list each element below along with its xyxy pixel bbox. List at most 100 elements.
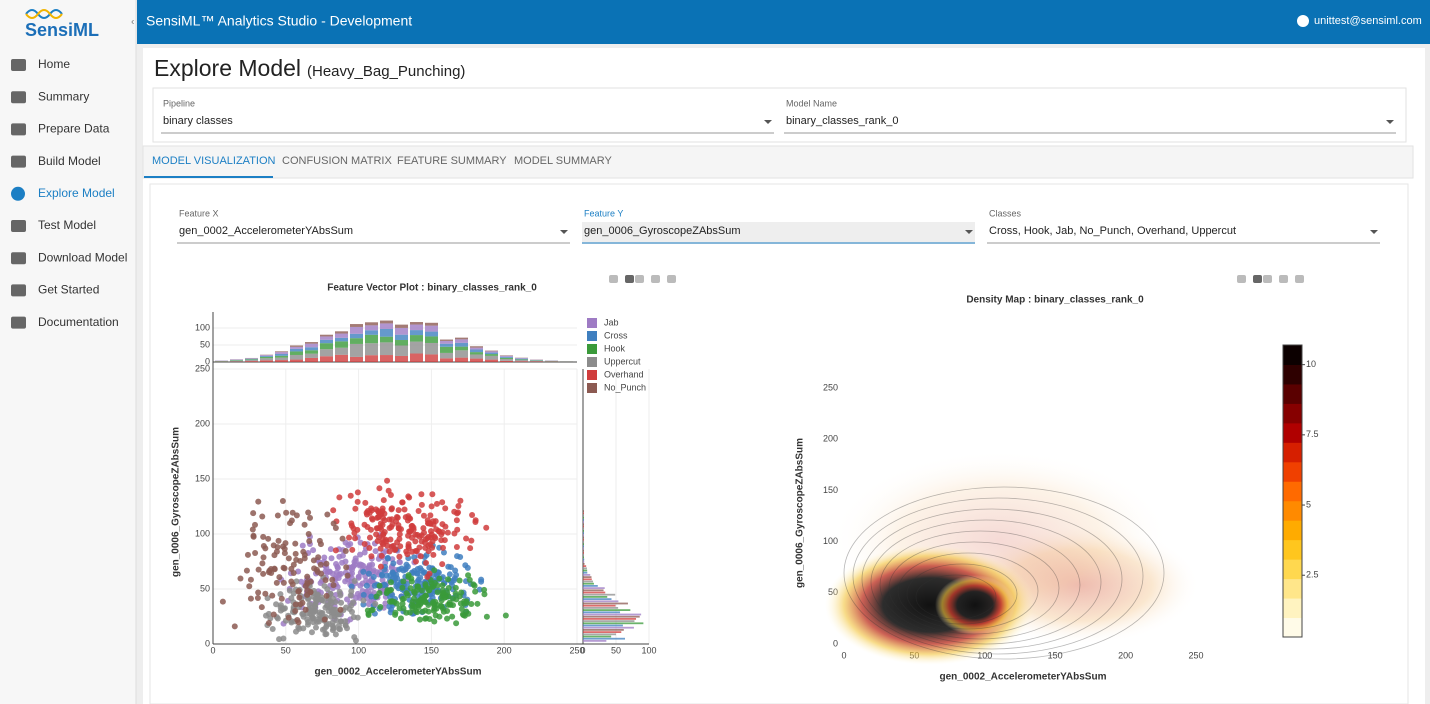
nav-item[interactable]: Documentation bbox=[38, 315, 119, 329]
scatter-point bbox=[502, 612, 509, 619]
plot-tool[interactable] bbox=[1253, 275, 1262, 283]
hist-bar bbox=[485, 355, 498, 360]
scatter-point bbox=[310, 609, 317, 616]
user-icon[interactable] bbox=[1297, 15, 1309, 27]
scatter-point bbox=[324, 511, 331, 518]
nav-item[interactable]: Summary bbox=[38, 89, 89, 103]
contour-line bbox=[906, 563, 1018, 625]
legend-swatch[interactable] bbox=[587, 318, 597, 328]
hist-bar bbox=[350, 324, 363, 327]
nav-item[interactable]: Build Model bbox=[38, 154, 101, 168]
scatter-point bbox=[470, 581, 477, 588]
legend-swatch[interactable] bbox=[587, 344, 597, 354]
legend-label[interactable]: No_Punch bbox=[604, 382, 646, 392]
hist-bar bbox=[410, 335, 423, 342]
side-hist-bar bbox=[583, 626, 634, 629]
hist-bar bbox=[290, 359, 303, 362]
scatter-point bbox=[399, 584, 406, 591]
scatter-point bbox=[414, 578, 421, 585]
scatter-point bbox=[481, 591, 488, 598]
plot-tool[interactable] bbox=[1237, 275, 1246, 283]
scatter-point bbox=[302, 606, 309, 613]
plot-tool[interactable] bbox=[609, 275, 618, 283]
scatter-point bbox=[446, 601, 453, 608]
nav-item[interactable]: Prepare Data bbox=[38, 122, 110, 136]
contour-line bbox=[879, 530, 1081, 640]
side-hist-bar bbox=[583, 604, 616, 607]
plot-tool[interactable] bbox=[635, 275, 644, 283]
scatter-point bbox=[427, 512, 434, 519]
scatter-point bbox=[453, 620, 460, 627]
scatter-point bbox=[414, 586, 421, 593]
scatter-point bbox=[438, 537, 445, 544]
colorbar-tick-label: 5 bbox=[1306, 499, 1311, 509]
scatter-point bbox=[405, 493, 412, 500]
select-value[interactable]: binary classes bbox=[163, 115, 233, 127]
scatter-point bbox=[323, 623, 330, 630]
scatter-point bbox=[342, 622, 349, 629]
side-hist-bar bbox=[583, 563, 585, 565]
scatter-point bbox=[332, 547, 339, 554]
scatter-point bbox=[465, 572, 472, 579]
side-hist-bar bbox=[583, 622, 644, 625]
legend-label[interactable]: Uppercut bbox=[604, 356, 641, 366]
tab[interactable]: CONFUSION MATRIX bbox=[282, 155, 392, 167]
nav-item[interactable]: Explore Model bbox=[38, 186, 115, 200]
colorbar-step bbox=[1283, 461, 1302, 482]
scatter-point bbox=[332, 631, 339, 638]
legend-label[interactable]: Overhand bbox=[604, 369, 644, 379]
scatter-point bbox=[323, 592, 330, 599]
scatter-point bbox=[400, 578, 407, 585]
plot-tool[interactable] bbox=[625, 275, 634, 283]
scatter-point bbox=[387, 579, 394, 586]
plot-tool[interactable] bbox=[651, 275, 660, 283]
scatter-point bbox=[335, 622, 342, 629]
nav-item[interactable]: Test Model bbox=[38, 218, 96, 232]
legend-label[interactable]: Cross bbox=[604, 330, 628, 340]
filter-value[interactable]: gen_0002_AccelerometerYAbsSum bbox=[179, 225, 353, 237]
scatter-point bbox=[431, 618, 438, 625]
filter-value[interactable]: gen_0006_GyroscopeZAbsSum bbox=[584, 225, 741, 237]
side-hist-bar bbox=[583, 635, 612, 638]
legend-swatch[interactable] bbox=[587, 357, 597, 367]
x-tick-label: 50 bbox=[281, 645, 291, 655]
side-hist-bar bbox=[583, 585, 598, 587]
filter-value[interactable]: Cross, Hook, Jab, No_Punch, Overhand, Up… bbox=[989, 225, 1236, 237]
legend-label[interactable]: Jab bbox=[604, 317, 619, 327]
nav-item[interactable]: Download Model bbox=[38, 250, 127, 264]
tab[interactable]: FEATURE SUMMARY bbox=[397, 155, 507, 167]
nav-item[interactable]: Get Started bbox=[38, 283, 99, 297]
plot-tool[interactable] bbox=[1263, 275, 1272, 283]
scatter-point bbox=[219, 598, 226, 605]
plot-tool[interactable] bbox=[1279, 275, 1288, 283]
legend-swatch[interactable] bbox=[587, 383, 597, 393]
legend-swatch[interactable] bbox=[587, 331, 597, 341]
tab[interactable]: MODEL VISUALIZATION bbox=[152, 155, 276, 167]
scatter-point bbox=[433, 605, 440, 612]
user-name[interactable]: unittest@sensiml.com bbox=[1314, 15, 1422, 27]
plot-tool[interactable] bbox=[1295, 275, 1304, 283]
nav-item[interactable]: Home bbox=[38, 57, 70, 71]
hist-bar bbox=[365, 343, 378, 356]
tab[interactable]: MODEL SUMMARY bbox=[514, 155, 612, 167]
select-arrow bbox=[1386, 120, 1394, 124]
colorbar-frame bbox=[1282, 344, 1303, 638]
scatter-point bbox=[288, 565, 295, 572]
side-hist-bar bbox=[583, 534, 584, 537]
legend-label[interactable]: Hook bbox=[604, 343, 626, 353]
collapse-icon[interactable]: ‹ bbox=[131, 17, 134, 28]
hist-bar bbox=[395, 355, 408, 362]
scatter-point bbox=[252, 550, 259, 557]
select-value[interactable]: binary_classes_rank_0 bbox=[786, 115, 899, 127]
x-tick-label: 0 bbox=[841, 650, 846, 660]
plot-tool[interactable] bbox=[667, 275, 676, 283]
hist-bar bbox=[470, 346, 483, 348]
scatter-point bbox=[306, 601, 313, 608]
scatter-point bbox=[397, 615, 404, 622]
hist-bar bbox=[440, 346, 453, 353]
scatter-point bbox=[436, 575, 443, 582]
scatter-point bbox=[250, 533, 257, 540]
legend-swatch[interactable] bbox=[587, 370, 597, 380]
side-hist-bar bbox=[583, 525, 584, 528]
hist-bar bbox=[440, 352, 453, 359]
